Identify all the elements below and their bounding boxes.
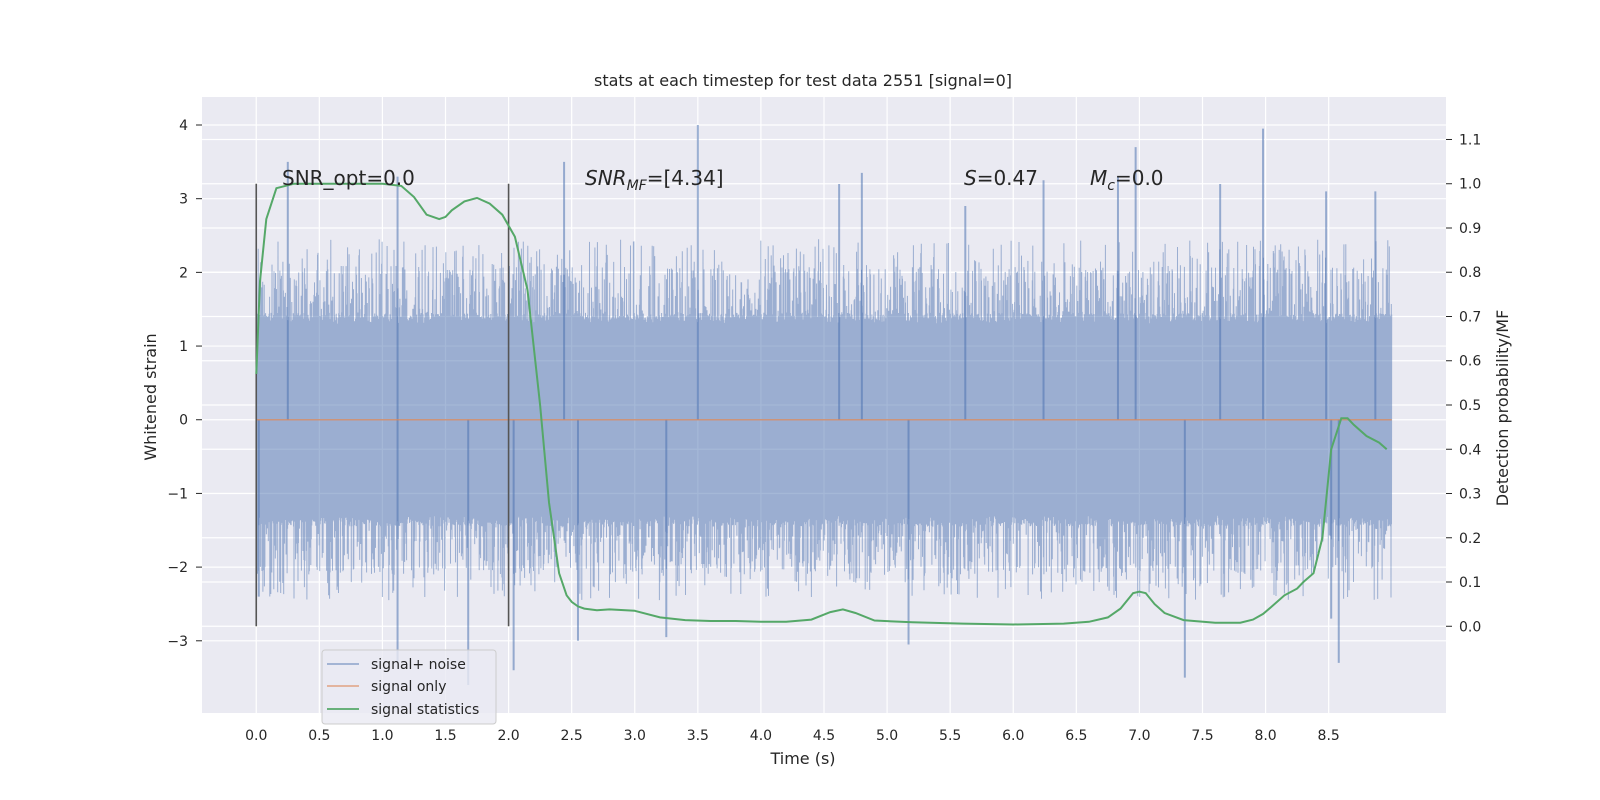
y-axis-ticks: 4 3 2 1 0 −1 −2 −3: [167, 118, 202, 650]
snr-mf-value: =[4.34]: [647, 166, 724, 190]
right-y-tick-label: 0.2: [1459, 531, 1481, 547]
signal-noise-series: [255, 125, 1393, 685]
y-tick-label: 4: [179, 118, 188, 134]
right-y-tick-label: 0.0: [1459, 619, 1481, 635]
x-tick-label: 0.5: [308, 728, 330, 744]
legend: signal+ noise signal only signal statist…: [321, 649, 497, 725]
right-y-axis-ticks: 1.1 1.0 0.9 0.8 0.7 0.6 0.5 0.4 0.3 0.2 0.1 0.0: [1446, 132, 1481, 635]
y-axis-label: Whitened strain: [141, 333, 160, 460]
signal-statistics-series: [255, 182, 1388, 626]
y-tick-label: 3: [179, 192, 188, 208]
signal-statistics-line: [255, 182, 1388, 626]
x-tick-label: 7.0: [1128, 728, 1150, 744]
right-y-tick-label: 1.1: [1459, 132, 1481, 148]
y-tick-label: −3: [167, 634, 188, 650]
legend-label-signal-noise: signal+ noise: [371, 657, 466, 673]
x-axis-label: Time (s): [769, 749, 835, 768]
x-tick-label: 4.0: [750, 728, 772, 744]
x-tick-label: 4.5: [813, 728, 835, 744]
x-tick-label: 0.0: [245, 728, 267, 744]
x-axis-ticks: 0.0 0.5 1.0 1.5 2.0 2.5 3.0 3.5 4.0 4.5 5.0 5.5 6.0 6…: [245, 728, 1340, 744]
snr-mf-annotation: SNRMF=[4.34]: [585, 166, 724, 194]
right-y-tick-label: 0.6: [1459, 354, 1481, 370]
x-tick-label: 8.0: [1254, 728, 1276, 744]
window-markers: [255, 183, 510, 627]
mc-subscript: c: [1107, 178, 1115, 194]
x-tick-label: 5.0: [876, 728, 898, 744]
right-y-tick-label: 0.4: [1459, 442, 1481, 458]
x-tick-label: 2.5: [561, 728, 583, 744]
y-tick-label: −1: [167, 486, 188, 502]
signal-noise-trace: [255, 239, 1393, 601]
x-tick-label: 3.0: [624, 728, 646, 744]
right-y-tick-label: 0.8: [1459, 265, 1481, 281]
snr-mf-symbol: SNR: [585, 166, 627, 190]
legend-label-signal-only: signal only: [371, 679, 446, 695]
right-y-axis-label: Detection probability/MF: [1493, 310, 1512, 507]
mc-symbol: M: [1090, 166, 1107, 190]
x-tick-label: 5.5: [939, 728, 961, 744]
snr-opt-annotation: SNR_opt=0.0: [282, 166, 415, 190]
chart-title: stats at each timestep for test data 255…: [594, 71, 1012, 90]
right-y-tick-label: 1.0: [1459, 177, 1481, 193]
y-tick-label: 2: [179, 265, 188, 281]
mc-value: =0.0: [1115, 166, 1164, 190]
right-y-tick-label: 0.5: [1459, 398, 1481, 414]
snr-mf-subscript: MF: [627, 178, 648, 194]
x-tick-label: 1.0: [371, 728, 393, 744]
right-y-tick-label: 0.3: [1459, 487, 1481, 503]
s-value: =0.47: [977, 166, 1038, 190]
x-tick-label: 6.5: [1065, 728, 1087, 744]
right-y-tick-label: 0.1: [1459, 575, 1481, 591]
y-tick-label: 1: [179, 339, 188, 355]
s-symbol: S: [964, 166, 977, 190]
x-tick-label: 3.5: [687, 728, 709, 744]
x-tick-label: 1.5: [434, 728, 456, 744]
x-tick-label: 8.5: [1318, 728, 1340, 744]
right-y-tick-label: 0.7: [1459, 309, 1481, 325]
y-tick-label: −2: [167, 560, 188, 576]
x-tick-label: 7.5: [1191, 728, 1213, 744]
y-tick-label: 0: [179, 413, 188, 429]
x-tick-label: 2.0: [497, 728, 519, 744]
mc-annotation: Mc=0.0: [1090, 166, 1164, 194]
x-tick-label: 6.0: [1002, 728, 1024, 744]
right-y-tick-label: 0.9: [1459, 221, 1481, 237]
legend-label-signal-statistics: signal statistics: [371, 702, 479, 718]
legend-box: [321, 649, 497, 725]
s-annotation: S=0.47: [964, 166, 1038, 190]
